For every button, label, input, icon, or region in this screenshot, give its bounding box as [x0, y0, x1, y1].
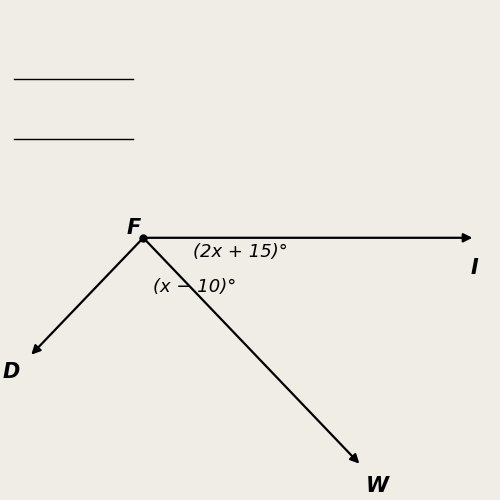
Text: D: D	[2, 362, 20, 382]
Text: I: I	[470, 258, 478, 278]
Text: (x − 10)°: (x − 10)°	[153, 278, 236, 296]
Text: F: F	[126, 218, 140, 238]
Text: (2x + 15)°: (2x + 15)°	[193, 242, 288, 260]
Text: W: W	[366, 476, 389, 496]
